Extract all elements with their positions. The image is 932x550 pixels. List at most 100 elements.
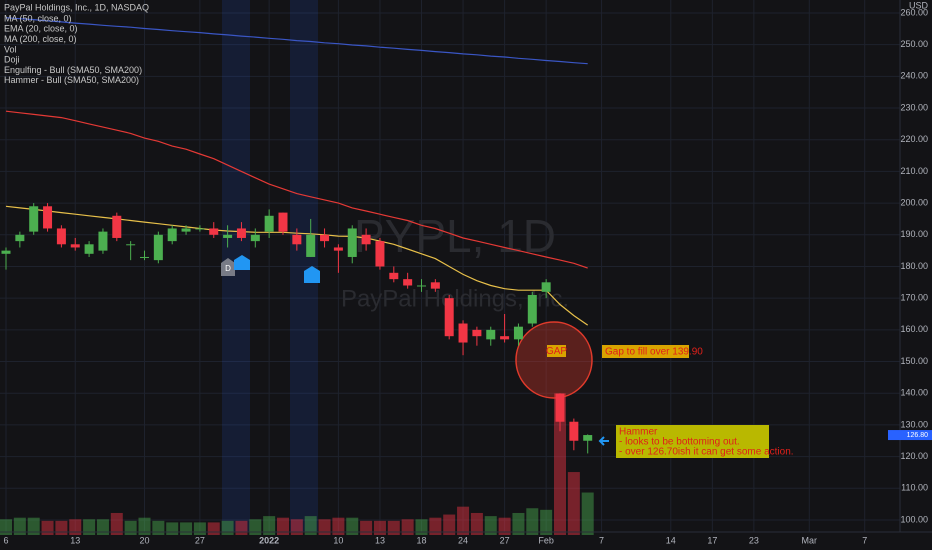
candle-body (292, 234, 302, 245)
candle-body (29, 206, 39, 232)
volume-bar (332, 517, 345, 535)
gap-note-box (602, 345, 689, 358)
volume-bar (373, 520, 386, 535)
candle-body (250, 234, 260, 242)
y-tick-label: 170.00 (900, 293, 928, 303)
volume-bar (415, 519, 428, 535)
volume-bar (498, 517, 511, 535)
y-tick-label: 210.00 (900, 166, 928, 176)
legend: PayPal Holdings, Inc., 1D, NASDAQ MA (50… (4, 2, 149, 85)
candle-body (195, 228, 205, 230)
x-tick-label: 7 (862, 535, 867, 545)
chart-title: PayPal Holdings, Inc., 1D, NASDAQ (4, 2, 149, 12)
y-tick-label: 180.00 (900, 261, 928, 271)
volume-bar (124, 520, 137, 535)
candle-body (1, 250, 11, 254)
x-tick-label: 18 (416, 535, 426, 545)
volume-bar (138, 517, 151, 535)
price-axis (900, 0, 932, 550)
y-tick-label: 200.00 (900, 197, 928, 207)
x-tick-label: 27 (500, 535, 510, 545)
volume-bar (249, 519, 262, 535)
legend-entry: EMA (20, close, 0) (4, 24, 78, 34)
x-tick-label: 7 (599, 535, 604, 545)
x-tick-label: 2022 (259, 535, 279, 545)
x-tick-label: 20 (139, 535, 149, 545)
volume-bar (567, 472, 580, 535)
volume-bar (96, 519, 109, 535)
candle-body (500, 336, 510, 340)
hammer-note-line: - looks to be bottoming out. (619, 437, 740, 448)
volume-bar (401, 519, 414, 535)
candle-body (347, 228, 357, 257)
volume-bar (304, 516, 317, 535)
gap-circle (515, 321, 593, 399)
volume-bar (277, 517, 289, 535)
candle-body (361, 234, 371, 245)
candle-layer (1, 203, 593, 454)
candle-body (112, 215, 122, 238)
candle-body (555, 393, 565, 422)
candle-body (527, 294, 537, 324)
y-tick-label: 240.00 (900, 71, 928, 81)
volume-bar (443, 514, 456, 535)
x-tick-label: 17 (707, 535, 717, 545)
ma-line (5, 110, 588, 269)
y-tick-label: 140.00 (900, 388, 928, 398)
doji-marker: D (221, 258, 235, 276)
candle-body (70, 244, 80, 248)
volume-bar (346, 517, 359, 535)
volume-bar (387, 520, 400, 535)
y-tick-label: 130.00 (900, 419, 928, 429)
candle-body (56, 228, 66, 245)
legend-entry: Vol (4, 44, 17, 54)
candle-body (486, 329, 496, 340)
volume-bar (0, 519, 12, 535)
legend-entry: MA (50, close, 0) (4, 13, 72, 23)
watermark: PYPL, 1D (354, 210, 556, 262)
candle-body (375, 241, 385, 267)
legend-entry: Doji (4, 55, 20, 65)
gap-note: Gap to fill over 139.90 (605, 347, 703, 358)
candle-body (541, 282, 551, 292)
x-tick-label: 13 (375, 535, 385, 545)
candle-body (306, 234, 316, 257)
candle-body (181, 228, 191, 232)
y-tick-label: 230.00 (900, 102, 928, 112)
ma-line (5, 17, 588, 65)
y-tick-label: 220.00 (900, 134, 928, 144)
candle-body (43, 206, 53, 229)
volume-bar (429, 517, 442, 535)
candle-body (583, 435, 593, 441)
candle-body (84, 244, 94, 254)
volume-bar (110, 512, 123, 535)
gap-label-box (547, 345, 566, 357)
volume-bar (512, 512, 525, 535)
volume-bar (540, 509, 553, 535)
candle-body (153, 234, 163, 261)
arrow (598, 436, 609, 446)
volume-bar (360, 520, 373, 535)
volume-bar (484, 516, 497, 535)
volume-bar (457, 506, 470, 535)
legend-entry: Engulfing - Bull (SMA50, SMA200) (4, 65, 142, 75)
x-tick-label: 10 (333, 535, 343, 545)
highlight-band (290, 0, 318, 532)
y-tick-label: 260.00 (900, 7, 928, 17)
volume-bar (207, 522, 220, 535)
volume-bar (13, 517, 26, 535)
marker-label: D (225, 264, 231, 273)
candle-body (403, 279, 413, 286)
last-price-tag (888, 430, 932, 441)
volume-bar (221, 520, 234, 535)
marker-shape (221, 258, 235, 276)
gap-label: GAP (546, 346, 567, 357)
volume-bar (27, 517, 40, 535)
candle-body (15, 234, 25, 242)
last-price-label: 126.80 (907, 432, 929, 439)
y-tick-label: 190.00 (900, 229, 928, 239)
volume-bar (55, 520, 68, 535)
engulfing-marker (234, 255, 250, 270)
